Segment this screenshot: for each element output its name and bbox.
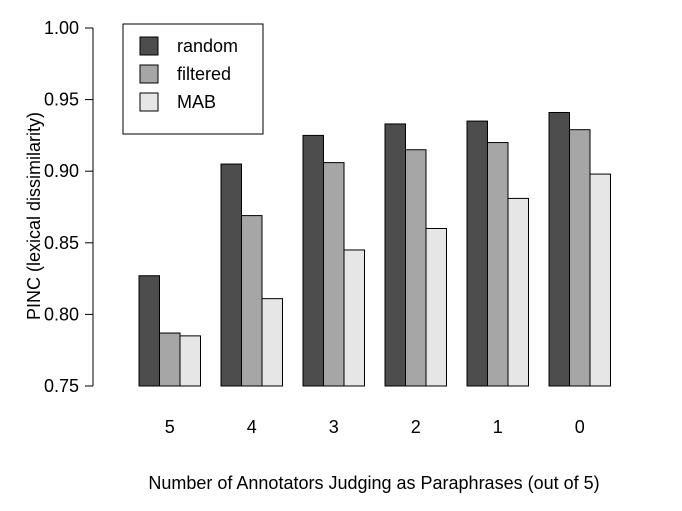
legend-swatch-mab bbox=[139, 92, 159, 112]
bar-mab-1 bbox=[507, 197, 529, 387]
bar-random-0 bbox=[548, 111, 570, 387]
legend-swatch-filtered bbox=[139, 64, 159, 84]
bar-filtered-0 bbox=[569, 129, 591, 387]
bar-mab-3 bbox=[343, 249, 365, 387]
y-tick-label: 0.95 bbox=[44, 90, 79, 110]
x-tick-label: 0 bbox=[575, 417, 585, 437]
bar-mab-4 bbox=[261, 298, 283, 387]
bar-filtered-3 bbox=[323, 162, 345, 387]
bar-random-3 bbox=[302, 134, 324, 387]
x-axis: 5 4 3 2 1 0 bbox=[165, 417, 585, 437]
x-tick-label: 4 bbox=[247, 417, 257, 437]
bar-filtered-1 bbox=[487, 142, 509, 387]
bar-random-1 bbox=[466, 120, 488, 387]
bars-group bbox=[138, 111, 611, 387]
x-tick-label: 3 bbox=[329, 417, 339, 437]
legend-label-filtered: filtered bbox=[177, 64, 231, 84]
bar-filtered-5 bbox=[159, 332, 181, 387]
y-axis: 0.75 0.80 0.85 0.90 0.95 1.00 bbox=[44, 18, 94, 396]
bar-mab-2 bbox=[425, 227, 447, 387]
y-tick-label: 0.85 bbox=[44, 233, 79, 253]
bar-filtered-2 bbox=[405, 149, 427, 387]
legend: random filtered MAB bbox=[122, 23, 264, 135]
x-tick-label: 5 bbox=[165, 417, 175, 437]
legend-swatch-random bbox=[139, 36, 159, 56]
y-axis-title: PINC (lexical dissimilarity) bbox=[24, 112, 44, 320]
bar-random-2 bbox=[384, 123, 406, 387]
y-tick-label: 0.80 bbox=[44, 304, 79, 324]
x-tick-label: 2 bbox=[411, 417, 421, 437]
bar-random-5 bbox=[138, 275, 160, 387]
legend-label-mab: MAB bbox=[177, 92, 216, 112]
y-tick-label: 0.75 bbox=[44, 376, 79, 396]
bar-mab-0 bbox=[589, 173, 611, 387]
bar-random-4 bbox=[220, 163, 242, 387]
legend-label-random: random bbox=[177, 36, 238, 56]
bar-filtered-4 bbox=[241, 215, 263, 387]
bar-mab-5 bbox=[179, 335, 201, 387]
legend-box bbox=[122, 23, 264, 135]
x-tick-label: 1 bbox=[493, 417, 503, 437]
y-tick-label: 1.00 bbox=[44, 18, 79, 38]
y-tick-label: 0.90 bbox=[44, 161, 79, 181]
x-axis-title: Number of Annotators Judging as Paraphra… bbox=[148, 473, 599, 493]
